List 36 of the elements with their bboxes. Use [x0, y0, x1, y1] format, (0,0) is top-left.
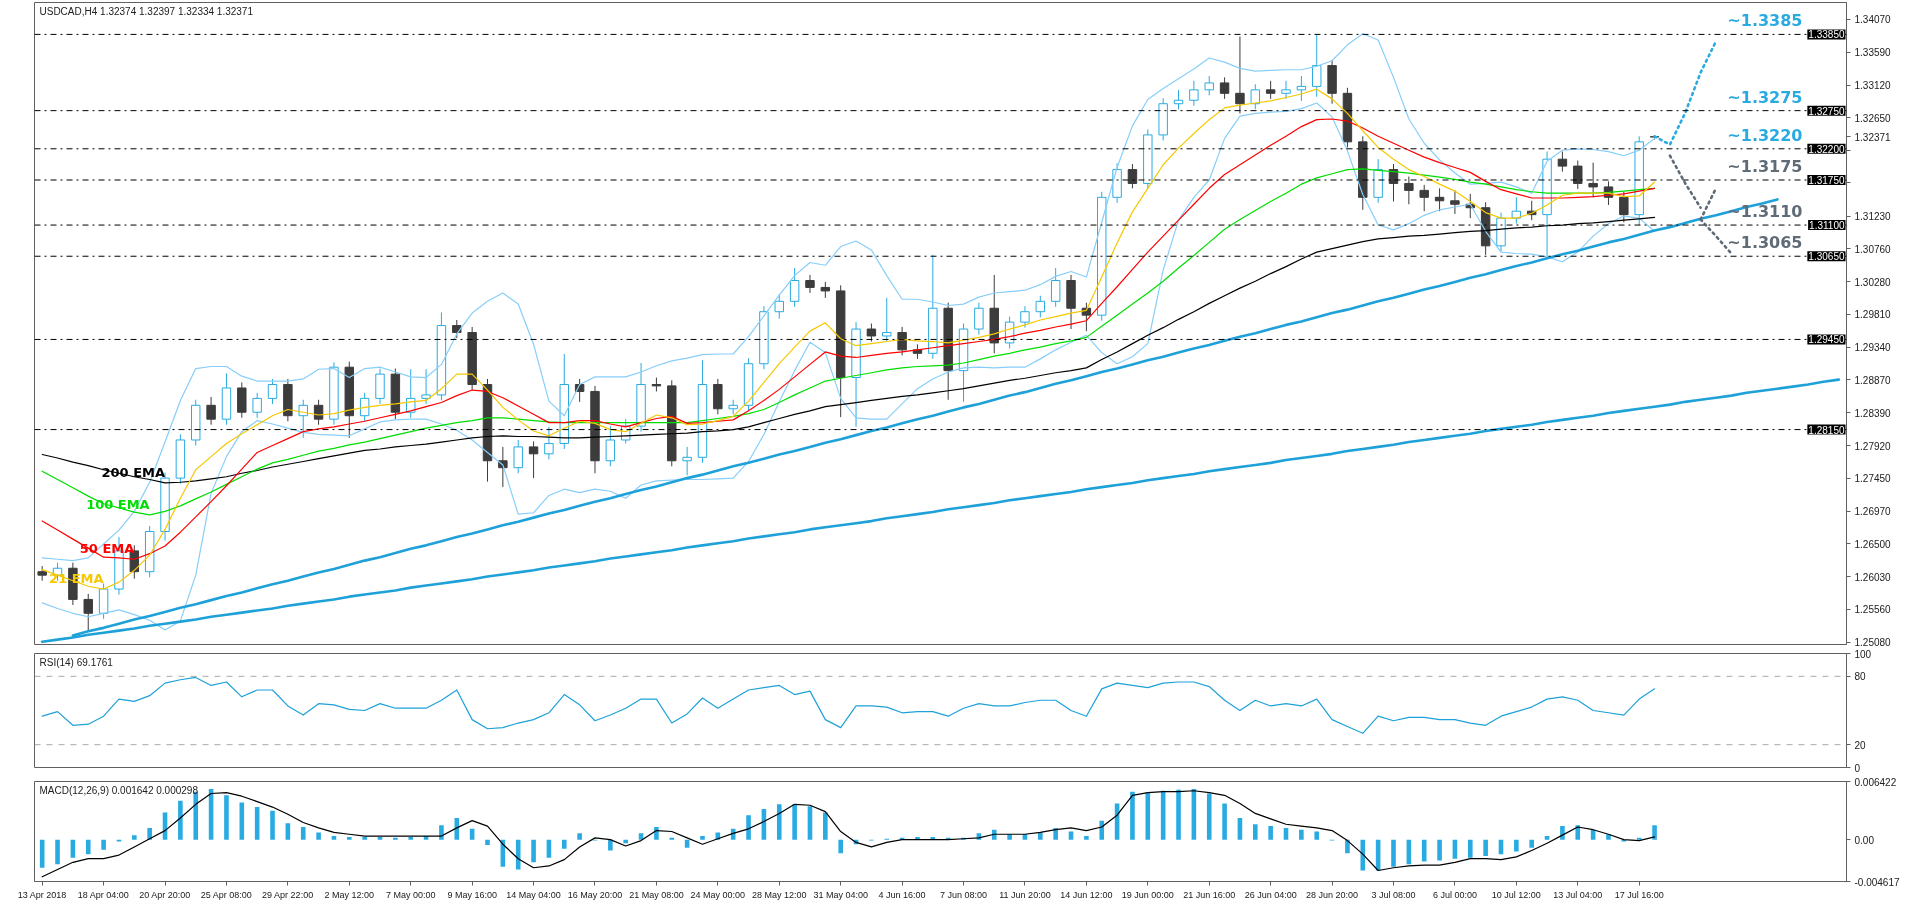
x-tick-label: 10 Jul 12:00	[1491, 889, 1541, 900]
x-tick-label: 18 Apr 04:00	[77, 889, 129, 900]
x-tick-label: 6 Jul 00:00	[1432, 889, 1477, 900]
y-tick-label: 100	[1854, 648, 1872, 660]
x-tick-label: 4 Jun 16:00	[878, 889, 926, 900]
x-tick-label: 14 May 04:00	[506, 889, 561, 900]
x-tick-label: 31 May 04:00	[813, 889, 868, 900]
x-tick-label: 13 Apr 2018	[17, 889, 67, 900]
y-tick-label: 80	[1854, 671, 1867, 683]
y-tick-label: -0.004617	[1854, 876, 1900, 888]
x-tick-label: 24 May 00:00	[690, 889, 746, 900]
x-tick-label: 14 Jun 12:00	[1060, 889, 1113, 900]
x-tick-label: 9 May 16:00	[447, 889, 497, 900]
y-tick-label: 0	[1854, 762, 1861, 774]
x-tick-label: 2 May 12:00	[324, 889, 375, 900]
x-tick-label: 11 Jun 20:00	[999, 889, 1051, 900]
chart-title: MACD(12,26,9) 0.001642 0.000298	[39, 784, 199, 796]
x-tick-label: 28 Jun 20:00	[1306, 889, 1359, 900]
x-tick-label: 21 Jun 16:00	[1183, 889, 1236, 900]
chart-title: RSI(14) 69.1761	[39, 656, 114, 668]
x-tick-label: 7 Jun 08:00	[940, 889, 988, 900]
x-tick-label: 7 May 00:00	[385, 889, 436, 900]
x-tick-label: 17 Jul 16:00	[1614, 889, 1664, 900]
x-tick-label: 28 May 12:00	[751, 889, 807, 900]
y-tick-label: 0.00	[1854, 834, 1875, 846]
x-tick-label: 3 Jul 08:00	[1371, 889, 1416, 900]
x-tick-label: 21 May 08:00	[629, 889, 684, 900]
y-tick-label: 0.006422	[1854, 776, 1897, 788]
x-tick-label: 13 Jul 04:00	[1553, 889, 1603, 900]
y-tick-label: 20	[1854, 739, 1867, 751]
x-tick-label: 29 Apr 22:00	[262, 889, 314, 900]
x-tick-label: 26 Jun 04:00	[1244, 889, 1297, 900]
x-tick-label: 25 Apr 08:00	[200, 889, 252, 900]
x-tick-label: 19 Jun 00:00	[1121, 889, 1174, 900]
x-tick-label: 20 Apr 20:00	[139, 889, 191, 900]
x-tick-label: 16 May 20:00	[567, 889, 623, 900]
